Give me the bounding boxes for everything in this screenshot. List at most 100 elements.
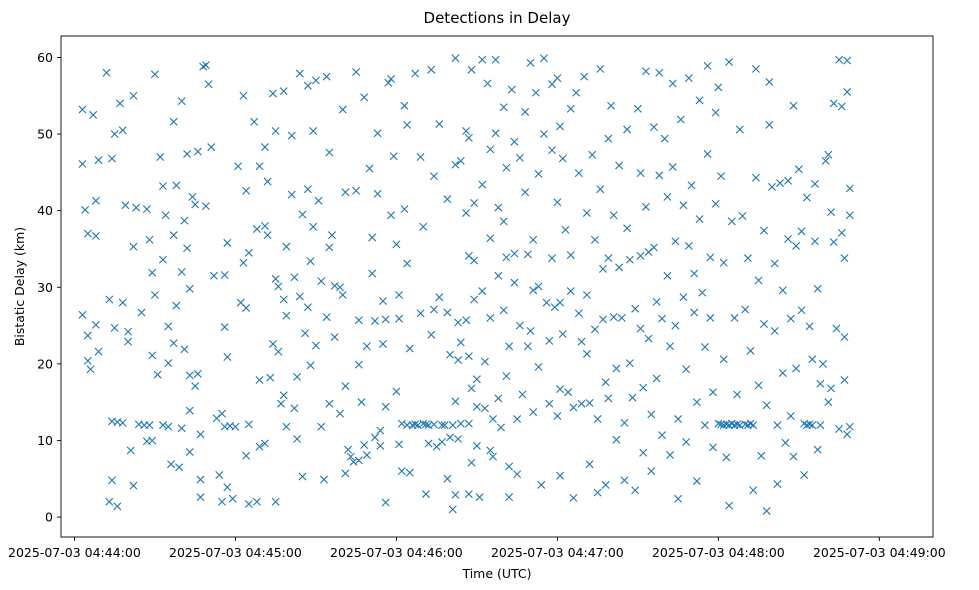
- data-point: [303, 303, 312, 312]
- data-point: [290, 273, 299, 282]
- data-point: [639, 383, 648, 392]
- data-point: [464, 490, 473, 499]
- data-point: [526, 326, 535, 335]
- data-point: [491, 129, 500, 138]
- data-point: [708, 388, 717, 397]
- data-point: [427, 65, 436, 74]
- data-point: [513, 415, 522, 424]
- data-point: [94, 347, 103, 356]
- data-point: [601, 378, 610, 387]
- data-point: [682, 365, 691, 374]
- data-point: [306, 257, 315, 266]
- data-point: [561, 225, 570, 234]
- data-point: [91, 196, 100, 205]
- data-point: [196, 493, 205, 502]
- data-point: [354, 456, 363, 465]
- data-point: [607, 101, 616, 110]
- data-point: [615, 161, 624, 170]
- data-point: [671, 321, 680, 330]
- data-points: [78, 54, 854, 515]
- data-point: [177, 97, 186, 106]
- data-point: [180, 345, 189, 354]
- data-point: [636, 324, 645, 333]
- data-point: [148, 436, 157, 445]
- data-point: [505, 462, 514, 471]
- data-point: [217, 409, 226, 418]
- data-point: [539, 130, 548, 139]
- data-point: [271, 497, 280, 506]
- data-point: [268, 339, 277, 348]
- data-point: [282, 242, 291, 251]
- data-point: [137, 308, 146, 317]
- data-point: [260, 221, 269, 230]
- data-point: [271, 127, 280, 135]
- data-point: [330, 281, 339, 290]
- data-point: [835, 424, 844, 433]
- data-point: [118, 418, 127, 427]
- data-point: [255, 375, 264, 384]
- data-point: [381, 315, 390, 324]
- data-point: [177, 267, 186, 276]
- data-point: [282, 311, 291, 320]
- data-point: [196, 475, 205, 484]
- data-point: [494, 271, 503, 280]
- data-point: [330, 333, 339, 342]
- data-point: [405, 344, 414, 353]
- data-point: [714, 83, 723, 92]
- data-point: [794, 165, 803, 174]
- data-point: [698, 288, 707, 297]
- data-point: [293, 434, 302, 443]
- data-point: [260, 439, 269, 448]
- data-point: [690, 269, 699, 278]
- data-point: [835, 55, 844, 64]
- data-point: [164, 359, 173, 368]
- data-point: [387, 74, 396, 83]
- data-point: [244, 420, 253, 429]
- data-point: [778, 369, 787, 378]
- data-point: [279, 87, 288, 96]
- data-point: [819, 359, 827, 368]
- data-point: [751, 64, 760, 73]
- y-tick-label: 30: [37, 280, 53, 295]
- data-point: [754, 276, 763, 285]
- data-point: [472, 441, 481, 450]
- data-point: [845, 184, 854, 193]
- data-point: [507, 85, 516, 94]
- data-point: [486, 313, 495, 322]
- data-point: [368, 269, 377, 278]
- data-point: [467, 458, 476, 467]
- data-point: [448, 421, 457, 430]
- data-point: [553, 198, 562, 207]
- data-point: [690, 308, 699, 317]
- data-point: [118, 298, 127, 307]
- data-point: [800, 470, 809, 479]
- data-point: [521, 188, 530, 197]
- data-point: [462, 316, 471, 325]
- data-point: [499, 217, 508, 226]
- data-point: [572, 88, 581, 97]
- data-point: [523, 342, 532, 351]
- data-point: [759, 320, 768, 329]
- data-point: [792, 241, 801, 250]
- data-point: [185, 371, 194, 380]
- data-point: [298, 210, 307, 219]
- data-point: [762, 506, 771, 515]
- data-point: [765, 120, 774, 129]
- data-point: [223, 483, 232, 492]
- data-point: [757, 451, 766, 460]
- data-point: [301, 329, 310, 338]
- data-point: [499, 306, 508, 315]
- data-point: [268, 89, 277, 98]
- data-point: [843, 430, 852, 439]
- data-point: [244, 248, 253, 257]
- data-point: [837, 228, 846, 237]
- data-point: [604, 134, 613, 143]
- data-point: [762, 401, 771, 410]
- data-point: [529, 235, 538, 244]
- data-point: [244, 500, 253, 509]
- data-point: [438, 438, 446, 446]
- data-point: [609, 211, 618, 220]
- data-point: [510, 137, 519, 146]
- data-point: [405, 468, 414, 477]
